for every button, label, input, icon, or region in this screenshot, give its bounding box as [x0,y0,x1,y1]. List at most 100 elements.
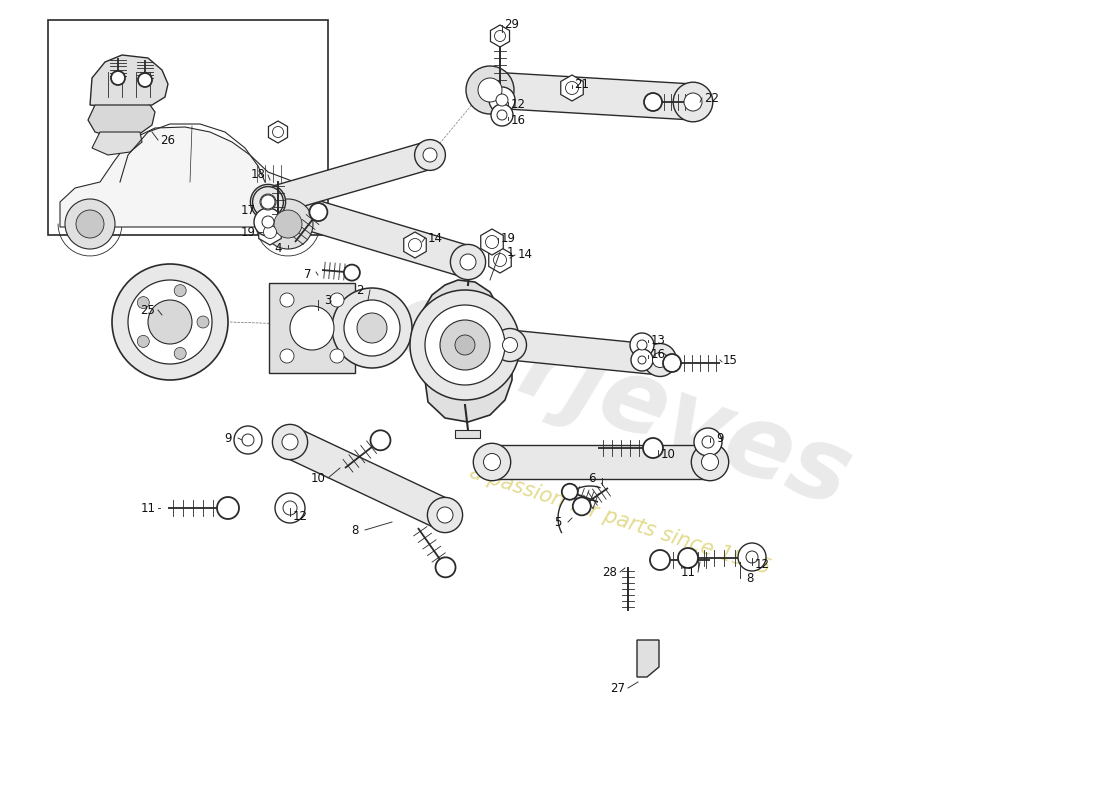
Circle shape [344,300,400,356]
Text: 12: 12 [293,510,308,522]
Circle shape [197,316,209,328]
Text: 14: 14 [428,231,442,245]
Circle shape [330,349,344,363]
Circle shape [644,438,663,458]
Circle shape [440,320,490,370]
Circle shape [565,82,579,94]
Text: 9: 9 [224,431,232,445]
Circle shape [702,436,714,448]
Text: 10: 10 [661,449,675,462]
Text: 4: 4 [274,242,282,254]
Circle shape [234,426,262,454]
Circle shape [644,93,662,111]
Circle shape [436,558,455,578]
Circle shape [491,104,513,126]
Polygon shape [481,229,504,255]
Circle shape [410,290,520,400]
Polygon shape [455,430,480,438]
Circle shape [138,297,150,309]
Polygon shape [637,640,659,677]
Text: 1: 1 [506,246,514,258]
Circle shape [138,73,152,87]
Text: 19: 19 [500,231,516,245]
Text: 7: 7 [305,269,311,282]
Text: 3: 3 [324,294,332,306]
Text: 14: 14 [517,249,532,262]
Text: 2: 2 [356,283,364,297]
Circle shape [254,208,282,236]
Text: 6: 6 [588,471,596,485]
Polygon shape [283,427,452,530]
Circle shape [490,87,515,113]
Circle shape [470,70,509,110]
Circle shape [473,443,510,481]
Circle shape [638,356,646,364]
Polygon shape [92,132,142,155]
Circle shape [262,216,274,228]
Circle shape [282,434,298,450]
Circle shape [428,498,463,533]
Circle shape [332,288,412,368]
Circle shape [630,333,654,357]
Circle shape [253,186,284,218]
Circle shape [460,254,476,270]
Text: 25: 25 [141,303,155,317]
Circle shape [217,497,239,519]
Circle shape [663,354,681,372]
Circle shape [280,293,294,307]
Circle shape [684,93,702,111]
Circle shape [128,280,212,364]
Polygon shape [268,121,287,143]
Circle shape [478,78,502,102]
Circle shape [242,434,254,446]
Circle shape [494,329,527,362]
Text: 27: 27 [610,682,626,694]
Text: 16: 16 [650,349,666,362]
Text: 21: 21 [574,78,590,91]
Polygon shape [264,142,433,215]
Circle shape [691,443,728,481]
FancyBboxPatch shape [270,283,355,373]
Polygon shape [90,55,168,108]
Text: 8: 8 [351,523,359,537]
Text: a passion for parts since 1985: a passion for parts since 1985 [468,462,773,578]
Circle shape [631,349,653,371]
Circle shape [358,313,387,343]
Polygon shape [508,330,661,375]
Circle shape [408,238,421,251]
Polygon shape [404,232,427,258]
Circle shape [562,484,578,500]
Circle shape [264,226,276,238]
Circle shape [274,210,302,238]
Text: 10: 10 [310,471,326,485]
Text: 11: 11 [681,566,695,578]
Circle shape [484,454,500,470]
Polygon shape [492,445,710,479]
Circle shape [76,210,104,238]
Text: 9: 9 [716,431,724,445]
Circle shape [644,343,676,377]
Polygon shape [263,186,473,278]
Circle shape [466,66,514,114]
Circle shape [455,335,475,355]
Polygon shape [491,25,509,47]
Circle shape [573,498,591,515]
Circle shape [344,265,360,281]
Circle shape [273,126,284,138]
Circle shape [437,507,453,523]
Circle shape [485,235,498,249]
Circle shape [273,424,308,459]
Circle shape [678,548,698,568]
Text: eurjeves: eurjeves [376,272,864,528]
Circle shape [415,139,446,170]
Circle shape [673,82,713,122]
Text: 19: 19 [241,226,255,238]
Circle shape [450,245,485,280]
Text: 15: 15 [723,354,737,366]
FancyBboxPatch shape [48,20,328,235]
Circle shape [309,203,328,221]
Circle shape [694,428,722,456]
Circle shape [290,306,334,350]
Text: 28: 28 [603,566,617,578]
Text: 18: 18 [251,169,265,182]
